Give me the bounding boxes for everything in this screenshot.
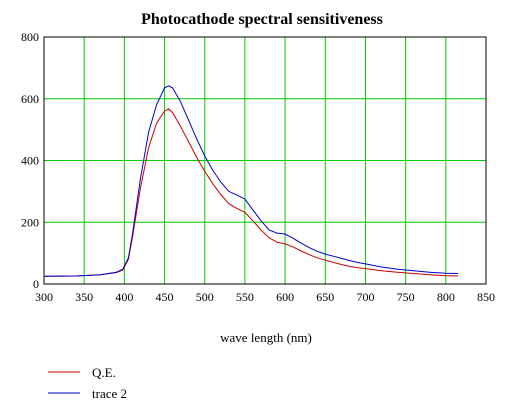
y-tick-label: 600 bbox=[21, 92, 39, 106]
x-tick-label: 450 bbox=[156, 290, 174, 304]
y-tick-label: 200 bbox=[21, 215, 39, 229]
y-tick-label: 0 bbox=[33, 277, 39, 291]
y-tick-label: 400 bbox=[21, 154, 39, 168]
tick-labels: 300 350 400 450 500 550 600 650 700 750 800 850 0 200… bbox=[21, 30, 495, 304]
x-axis-label: wave length (nm) bbox=[220, 330, 312, 345]
x-tick-label: 750 bbox=[397, 290, 415, 304]
x-tick-label: 350 bbox=[75, 290, 93, 304]
legend-label: Q.E. bbox=[92, 365, 116, 380]
legend-label: trace 2 bbox=[92, 386, 127, 401]
grid bbox=[43, 36, 487, 285]
x-tick-label: 650 bbox=[316, 290, 334, 304]
x-tick-label: 400 bbox=[115, 290, 133, 304]
x-tick-label: 500 bbox=[196, 290, 214, 304]
plot-frame bbox=[43, 36, 487, 285]
chart-title: Photocathode spectral sensitiveness bbox=[141, 11, 383, 28]
x-tick-label: 550 bbox=[236, 290, 254, 304]
series-line-q-e- bbox=[43, 108, 458, 277]
series-layer bbox=[43, 85, 458, 277]
x-tick-label: 300 bbox=[35, 290, 53, 304]
x-tick-label: 700 bbox=[356, 290, 374, 304]
series-line-trace-2 bbox=[43, 85, 458, 277]
legend: Q.E. trace 2 bbox=[48, 365, 127, 401]
x-tick-label: 850 bbox=[477, 290, 495, 304]
y-tick-label: 800 bbox=[21, 30, 39, 44]
x-tick-label: 800 bbox=[437, 290, 455, 304]
x-tick-label: 600 bbox=[276, 290, 294, 304]
